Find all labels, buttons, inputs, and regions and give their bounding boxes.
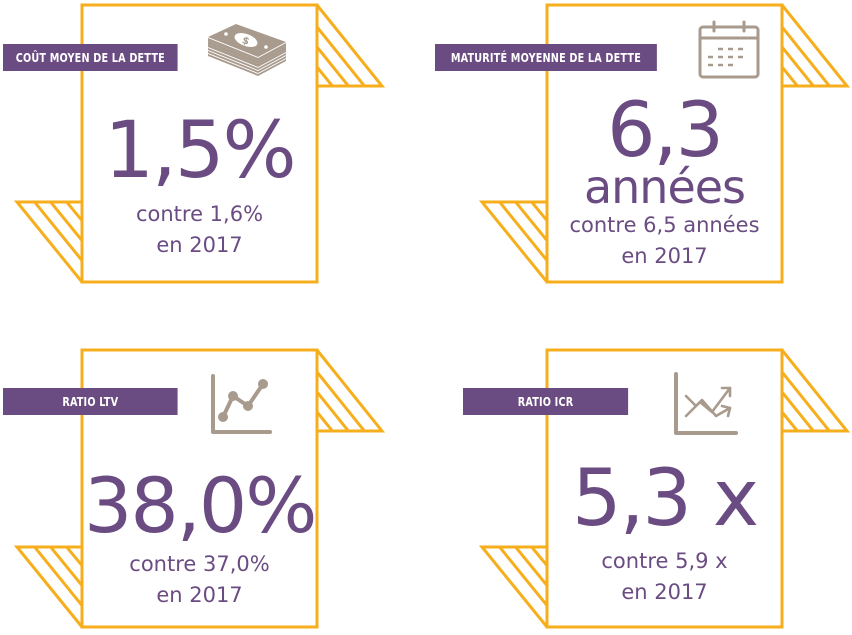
card-frame-4 bbox=[478, 348, 851, 629]
kpi-comparison-year: en 2017 bbox=[156, 583, 243, 607]
money-stack-icon: $ bbox=[208, 24, 286, 76]
card-frame-2 bbox=[478, 3, 851, 284]
kpi-comparison: contre 5,9 x bbox=[601, 549, 728, 573]
card-frame-3 bbox=[13, 348, 386, 629]
kpi-value: 38,0% bbox=[84, 461, 317, 550]
kpi-comparison: contre 37,0% bbox=[129, 552, 270, 576]
kpi-value: 5,3 x bbox=[572, 454, 759, 544]
kpi-comparison-year: en 2017 bbox=[621, 580, 708, 604]
kpi-value-unit: années bbox=[583, 160, 746, 214]
card-frame-1 bbox=[13, 3, 386, 284]
kpi-comparison: contre 1,6% bbox=[135, 202, 264, 226]
line-chart-icon bbox=[211, 374, 272, 434]
card-label: MATURITÉ MOYENNE DE LA DETTE bbox=[435, 44, 657, 71]
kpi-comparison: contre 6,5 années bbox=[569, 213, 760, 237]
card-label: RATIO ICR bbox=[463, 388, 629, 415]
svg-text:$: $ bbox=[240, 35, 250, 48]
card-label: RATIO LTV bbox=[3, 388, 178, 415]
calendar-icon bbox=[698, 20, 760, 79]
kpi-comparison-year: en 2017 bbox=[156, 233, 243, 257]
kpi-comparison-year: en 2017 bbox=[621, 244, 708, 268]
kpi-value: 1,5% bbox=[104, 106, 296, 196]
trend-arrows-chart-icon bbox=[674, 372, 738, 435]
card-label: COÛT MOYEN DE LA DETTE bbox=[3, 44, 178, 71]
kpi-value: 6,3 bbox=[607, 85, 724, 174]
